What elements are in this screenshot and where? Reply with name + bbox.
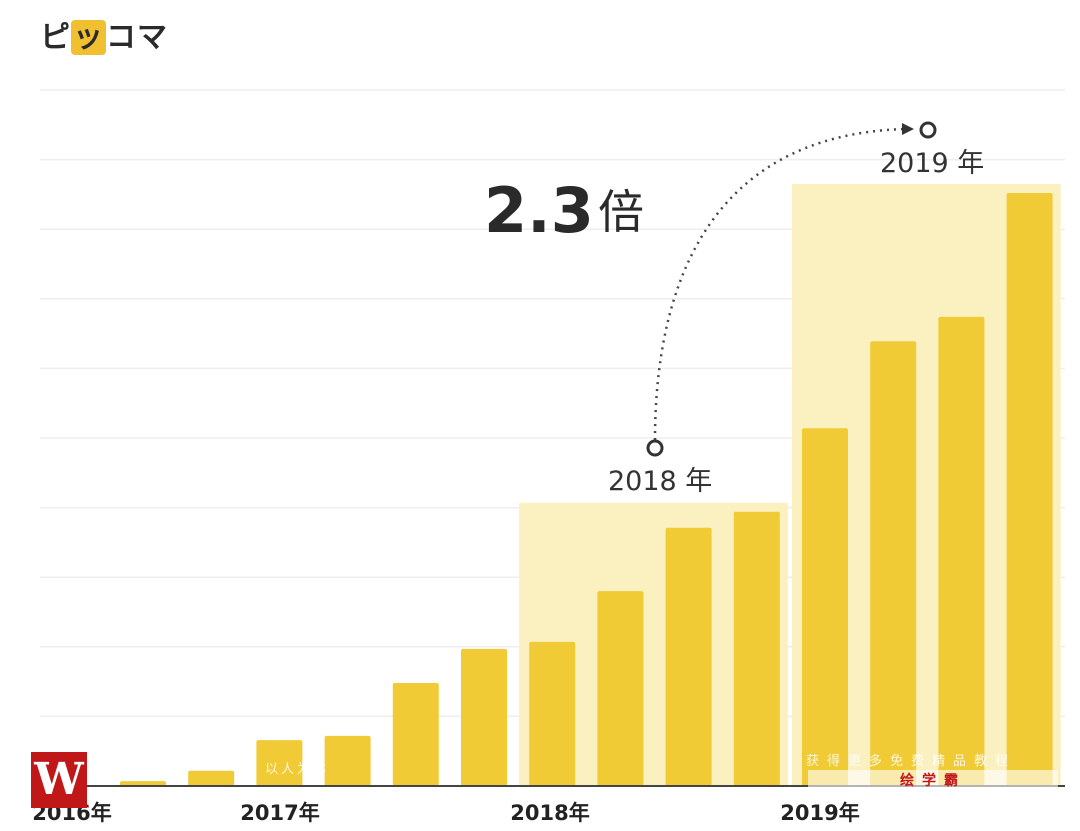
bar — [1006, 193, 1053, 786]
bar — [256, 740, 303, 786]
x-tick-label: 2019年 — [780, 801, 859, 825]
arrow-head-icon — [902, 123, 914, 135]
bar — [120, 781, 166, 786]
bar — [870, 341, 917, 786]
marker-2018 — [646, 439, 664, 457]
highlight-label-2019: 2019 年 — [880, 148, 984, 179]
growth-value: 2.3 — [484, 174, 594, 247]
bar — [461, 648, 507, 786]
logo-text: ピ — [40, 20, 71, 55]
watermark-text: 以人为本 — [265, 762, 330, 777]
bar — [733, 511, 780, 786]
watermark-badge: W — [31, 752, 87, 808]
bar — [529, 641, 576, 786]
piccoma-logo: ピッコマ — [40, 12, 168, 56]
bar — [665, 527, 712, 786]
bar — [597, 591, 644, 786]
watermark-brand: 绘学霸 — [808, 770, 1058, 792]
bar — [392, 682, 439, 786]
highlight-label-2018: 2018 年 — [608, 466, 712, 497]
watermark-text: 获得更多免费精品教程 — [806, 754, 1017, 769]
bar — [324, 735, 371, 786]
marker-2019 — [919, 121, 937, 139]
growth-suffix: 倍 — [598, 185, 644, 239]
logo-text-end: コマ — [106, 20, 168, 55]
bar — [938, 316, 985, 786]
bar — [188, 770, 235, 786]
logo-highlight: ッ — [71, 20, 106, 55]
x-tick-label: 2018年 — [510, 801, 589, 825]
bar — [802, 428, 848, 786]
x-tick-label: 2017年 — [240, 801, 319, 825]
